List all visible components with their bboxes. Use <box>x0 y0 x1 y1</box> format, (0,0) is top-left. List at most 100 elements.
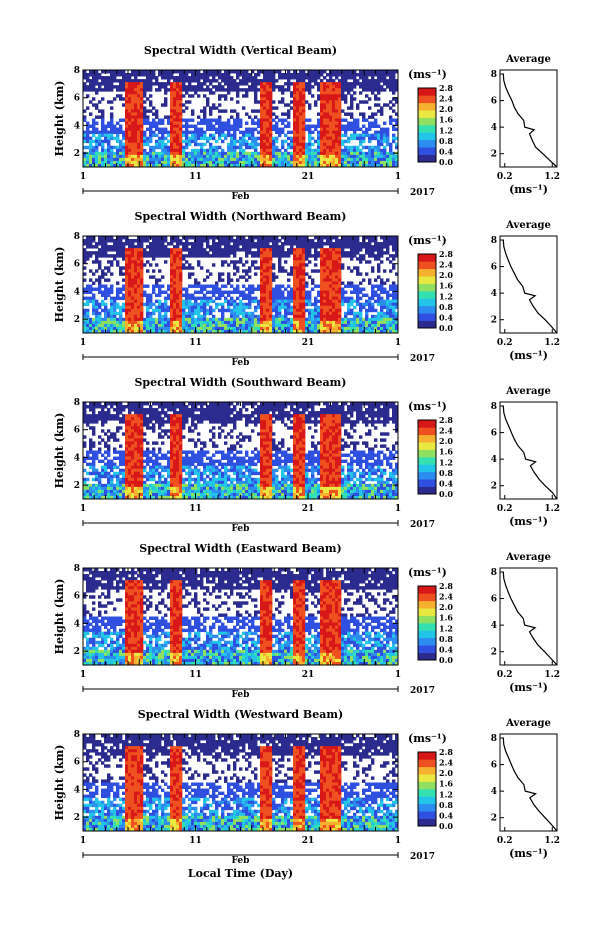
heatmap-cell <box>134 300 137 303</box>
heatmap-cell <box>290 266 293 269</box>
heatmap-cell <box>134 303 137 306</box>
heatmap-cell <box>140 146 143 149</box>
heatmap-cell <box>266 239 269 242</box>
heatmap-cell <box>98 248 101 251</box>
heatmap-cell <box>137 112 140 115</box>
heatmap-cell <box>170 97 173 100</box>
heatmap-cell <box>269 119 272 122</box>
heatmap-cell <box>149 131 152 134</box>
heatmap-cell <box>125 306 128 309</box>
heatmap-cell <box>329 297 332 300</box>
heatmap-cell <box>281 88 284 91</box>
heatmap-cell <box>323 122 326 125</box>
heatmap-cell <box>158 152 161 155</box>
heatmap-cell <box>101 242 104 245</box>
heatmap-cell <box>173 327 176 330</box>
heatmap-cell <box>296 248 299 251</box>
heatmap-cell <box>386 134 389 137</box>
heatmap-cell <box>194 149 197 152</box>
heatmap-cell <box>371 91 374 94</box>
heatmap-cell <box>110 152 113 155</box>
heatmap-cell <box>122 318 125 321</box>
heatmap-cell <box>176 281 179 284</box>
heatmap-cell <box>353 85 356 88</box>
heatmap-cell <box>236 155 239 158</box>
heatmap-cell <box>89 100 92 103</box>
heatmap-cell <box>374 278 377 281</box>
heatmap-cell <box>125 146 128 149</box>
heatmap-cell <box>104 128 107 131</box>
heatmap-cell <box>191 140 194 143</box>
heatmap-cell <box>227 300 230 303</box>
heatmap-cell <box>137 285 140 288</box>
heatmap-cell <box>95 324 98 327</box>
heatmap-cell <box>230 137 233 140</box>
heatmap-cell <box>182 155 185 158</box>
heatmap-cell <box>218 309 221 312</box>
heatmap-cell <box>293 112 296 115</box>
heatmap-cell <box>359 155 362 158</box>
heatmap-cell <box>182 248 185 251</box>
heatmap-cell <box>239 300 242 303</box>
heatmap-cell <box>218 94 221 97</box>
heatmap-cell <box>287 103 290 106</box>
heatmap-cell <box>164 161 167 164</box>
heatmap-cell <box>380 297 383 300</box>
heatmap-cell <box>374 134 377 137</box>
heatmap-cell <box>140 125 143 128</box>
heatmap-cell <box>101 131 104 134</box>
heatmap-cell <box>269 109 272 112</box>
heatmap-cell <box>368 236 371 239</box>
heatmap-cell <box>335 122 338 125</box>
heatmap-cell <box>332 73 335 76</box>
heatmap-cell <box>179 146 182 149</box>
heatmap-cell <box>158 239 161 242</box>
heatmap-cell <box>131 254 134 257</box>
heatmap-cell <box>182 149 185 152</box>
heatmap-cell <box>275 315 278 318</box>
heatmap-cell <box>161 315 164 318</box>
heatmap-cell <box>188 285 191 288</box>
heatmap-cell <box>245 321 248 324</box>
heatmap-cell <box>272 143 275 146</box>
heatmap-cell <box>290 288 293 291</box>
heatmap-cell <box>185 297 188 300</box>
heatmap-cell <box>308 146 311 149</box>
heatmap-cell <box>332 91 335 94</box>
heatmap-cell <box>227 85 230 88</box>
heatmap-cell <box>218 152 221 155</box>
heatmap-cell <box>134 312 137 315</box>
heatmap-cell <box>341 140 344 143</box>
heatmap-cell <box>293 155 296 158</box>
heatmap-cell <box>350 324 353 327</box>
heatmap-cell <box>134 97 137 100</box>
heatmap-cell <box>248 291 251 294</box>
heatmap-cell <box>158 251 161 254</box>
heatmap-cell <box>173 115 176 118</box>
heatmap-cell <box>293 263 296 266</box>
heatmap-cell <box>200 327 203 330</box>
heatmap-cell <box>164 300 167 303</box>
heatmap-cell <box>197 260 200 263</box>
heatmap-cell <box>290 158 293 161</box>
heatmap-cell <box>194 128 197 131</box>
heatmap-cell <box>89 288 92 291</box>
heatmap-cell <box>224 236 227 239</box>
heatmap-cell <box>191 266 194 269</box>
heatmap-cell <box>209 236 212 239</box>
heatmap-cell <box>206 76 209 79</box>
heatmap-cell <box>350 309 353 312</box>
heatmap-cell <box>185 91 188 94</box>
heatmap-cell <box>86 128 89 131</box>
heatmap-cell <box>161 291 164 294</box>
heatmap-cell <box>185 288 188 291</box>
heatmap-cell <box>173 303 176 306</box>
heatmap-cell <box>392 312 395 315</box>
heatmap-cell <box>137 309 140 312</box>
heatmap-cell <box>335 248 338 251</box>
heatmap-cell <box>158 128 161 131</box>
heatmap-cell <box>215 158 218 161</box>
heatmap-cell <box>122 82 125 85</box>
heatmap-cell <box>215 321 218 324</box>
heatmap-cell <box>335 134 338 137</box>
